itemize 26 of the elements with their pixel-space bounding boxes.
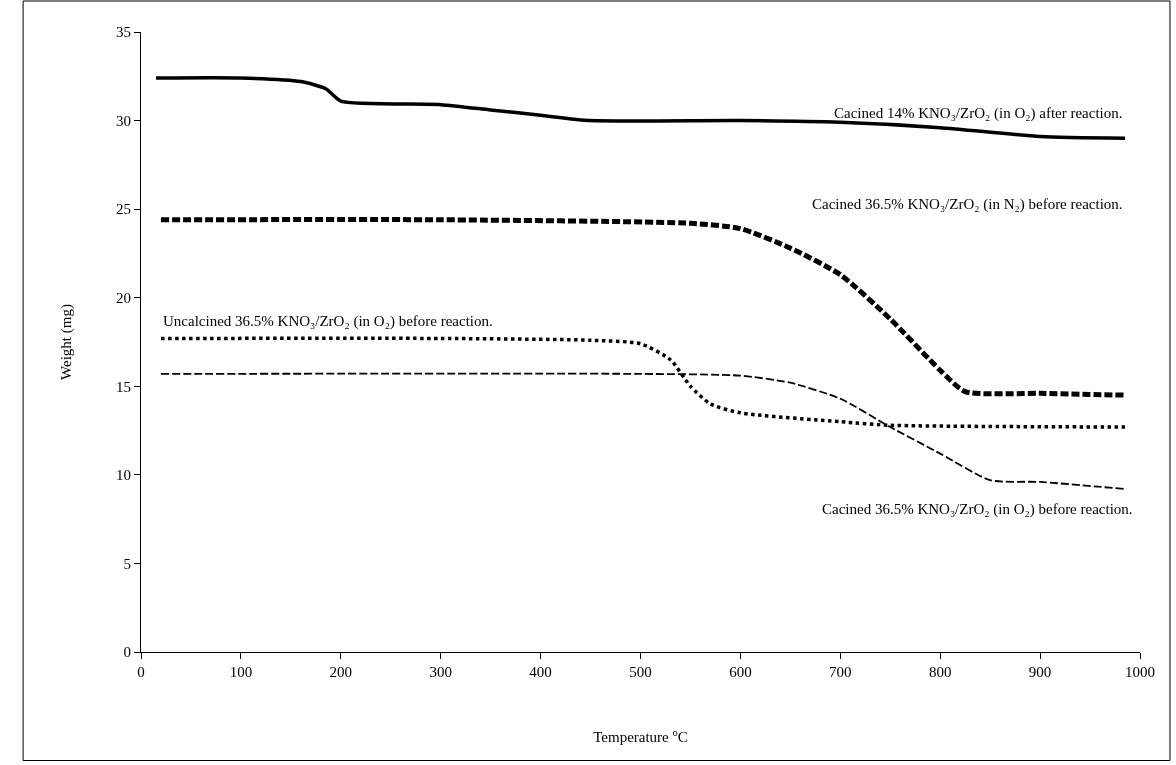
x-tick-label: 600 bbox=[729, 664, 752, 680]
y-tick-label: 25 bbox=[116, 201, 131, 218]
series-label: Uncalcined 36.5% KNO₃/ZrO₂ (in O₂) before reaction. bbox=[163, 313, 493, 330]
y-tick-label: 35 bbox=[116, 24, 131, 41]
series-label: Cacined 14% KNO₃/ZrO₂ (in O₂) after reaction. bbox=[834, 105, 1123, 122]
line-series bbox=[154, 76, 1127, 141]
x-axis-title: Temperature $^{o}$C bbox=[593, 726, 688, 745]
x-tick-label: 400 bbox=[529, 664, 552, 680]
x-tick-label: 900 bbox=[1028, 664, 1052, 680]
x-tick-label: 800 bbox=[928, 664, 952, 680]
y-tick-label: 5 bbox=[123, 555, 131, 572]
x-tick-label: 1000 bbox=[1125, 664, 1155, 680]
y-axis-title: Weight (mg) bbox=[58, 304, 76, 380]
x-tick-label: 500 bbox=[629, 664, 652, 680]
x-tick-label: 300 bbox=[429, 664, 452, 680]
y-tick-label: 10 bbox=[116, 467, 131, 484]
series-label: Cacined 36.5% KNO₃/ZrO₂ (in O₂) before reaction. bbox=[822, 501, 1133, 518]
y-tick-label: 15 bbox=[116, 378, 131, 395]
text: Cacined 36.5% KNO₃/ZrO₂ (in N₂) before reaction. bbox=[812, 196, 1123, 213]
y-tick-label: 20 bbox=[116, 289, 131, 306]
x-tick-label: 0 bbox=[137, 664, 145, 680]
x-tick-label: 700 bbox=[829, 664, 852, 680]
x-tick-label: 100 bbox=[229, 664, 253, 680]
y-tick-label: 0 bbox=[123, 644, 131, 661]
y-tick-label: 30 bbox=[116, 112, 131, 129]
x-tick-label: 200 bbox=[329, 664, 353, 680]
